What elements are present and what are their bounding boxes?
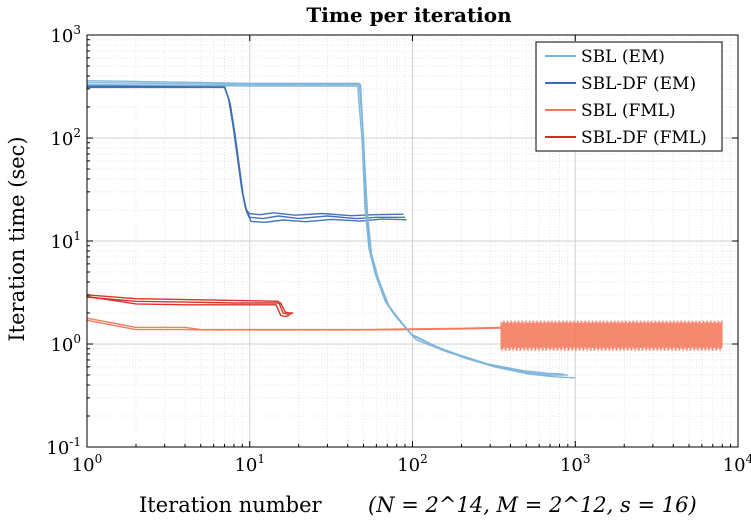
series-sbl-df-fml (86, 294, 294, 318)
x-axis-label: Iteration number (N = 2^14, M = 2^12, s … (139, 493, 697, 517)
legend-box (535, 41, 723, 152)
series-run-line (86, 296, 294, 314)
series-sbl-em (86, 80, 576, 379)
y-tick-label: 100 (50, 332, 81, 356)
series-run-line (87, 85, 407, 224)
x-tick-label: 100 (72, 452, 103, 476)
x-tick-label: 103 (560, 452, 591, 476)
legend-label-sbl-fml: SBL (FML) (581, 101, 676, 121)
x-tick-label: 104 (723, 452, 751, 476)
y-tick-label: 101 (50, 229, 81, 253)
series-run-line (86, 319, 502, 331)
series-run-line (87, 86, 404, 217)
chart-title: Time per iteration (306, 3, 512, 27)
legend-label-sbl-df-fml: SBL-DF (FML) (581, 128, 707, 148)
y-tick-label: 102 (50, 126, 81, 150)
x-tick-label: 101 (234, 452, 265, 476)
x-tick-label: 102 (397, 452, 428, 476)
x-axis-label-math: (N = 2^14, M = 2^12, s = 16) (368, 493, 697, 517)
x-axis-label-text: Iteration number (139, 493, 323, 517)
series-sbl-df-em (87, 85, 407, 224)
y-tick-label: 103 (50, 23, 81, 47)
legend-label-sbl-em: SBL (EM) (581, 47, 665, 67)
series-run-line (86, 83, 564, 375)
legend: SBL (EM) SBL-DF (EM) SBL (FML) SBL-DF (F… (535, 41, 723, 152)
series-run-line (86, 294, 292, 315)
series-run-line (86, 295, 290, 318)
series-sbl-fml (86, 317, 723, 352)
y-axis-label: Iteration time (sec) (5, 136, 29, 341)
legend-label-sbl-df-em: SBL-DF (EM) (581, 74, 696, 94)
plot-series (86, 80, 723, 379)
series-run-line (86, 81, 576, 379)
y-tick-label: 10-1 (46, 435, 81, 459)
